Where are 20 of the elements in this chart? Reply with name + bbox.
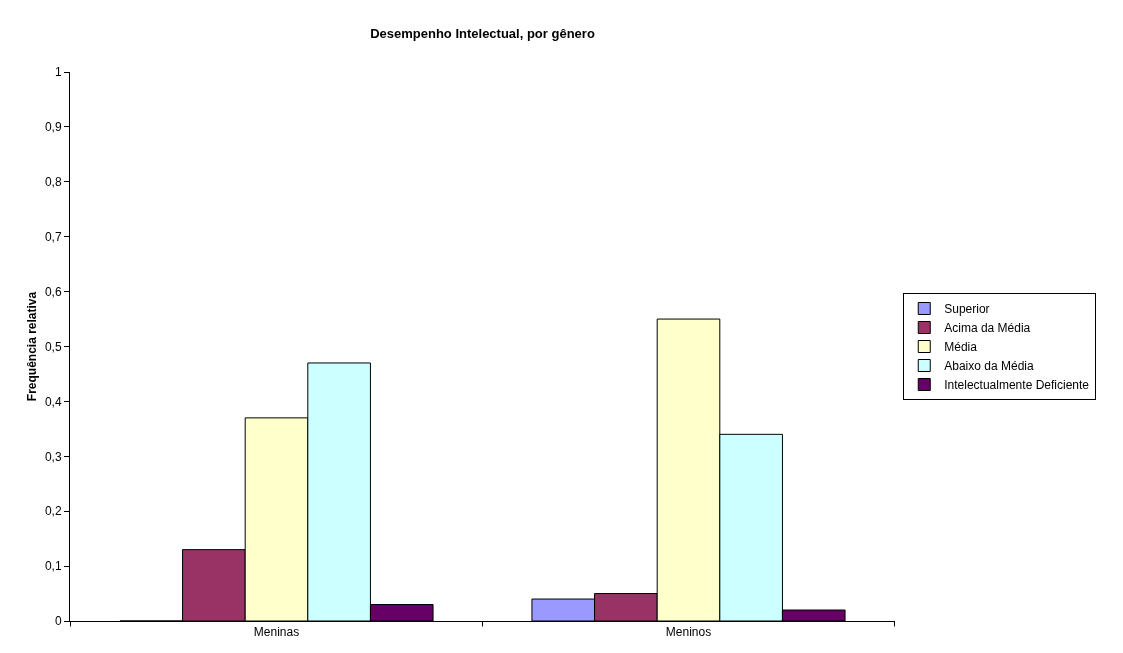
y-tick-label: 0,5 [44,339,62,354]
y-tick-label: 0,7 [44,229,62,244]
chart-title: Desempenho Intelectual, por gênero [370,26,595,42]
y-tick-label: 0,9 [44,120,62,135]
y-tick-label: 0,8 [44,175,62,189]
y-tick-label: 0,2 [44,504,62,519]
legend-label: Intelectualmente Deficiente [944,378,1090,393]
legend-label: Média [944,340,978,355]
y-tick-label: 0 [54,614,62,629]
y-tick-label: 0,3 [44,449,62,464]
legend-label: Superior [944,302,990,317]
legend-label: Acima da Média [944,321,1031,336]
y-tick-label: 0,1 [44,559,62,574]
x-tick-label: Meninos [665,625,712,640]
x-tick-label: Meninas [253,625,300,640]
y-tick-label: 1 [54,65,62,80]
y-tick-label: 0,4 [44,394,62,409]
y-tick-label: 0,6 [44,284,62,299]
legend-label: Abaixo da Média [944,359,1034,374]
y-axis-title: Frequência relativa [25,291,39,402]
